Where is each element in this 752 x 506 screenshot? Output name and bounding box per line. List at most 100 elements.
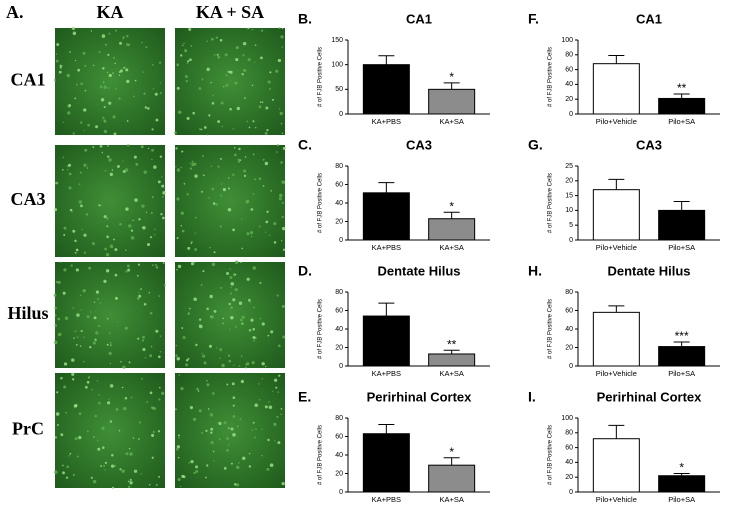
cell-dot: [190, 242, 193, 245]
cell-dot: [241, 73, 244, 76]
cell-dot: [281, 201, 284, 205]
cell-dot: [68, 454, 70, 457]
cell-dot: [142, 335, 145, 339]
cell-dot: [250, 318, 254, 322]
cell-dot: [56, 391, 59, 394]
cell-dot: [77, 68, 81, 72]
cell-dot: [62, 169, 64, 171]
bar: [428, 218, 476, 241]
cell-dot: [144, 106, 148, 109]
cell-dot: [261, 322, 265, 326]
cell-dot: [264, 405, 268, 409]
cell-dot: [93, 316, 97, 320]
cell-dot: [188, 27, 192, 31]
cell-dot: [268, 405, 273, 410]
cell-dot: [140, 145, 144, 149]
cell-dot: [98, 401, 101, 405]
y-tick-label: 60: [565, 444, 573, 451]
cell-dot: [254, 436, 256, 439]
cell-dot: [70, 264, 73, 267]
cell-dot: [261, 378, 264, 380]
cell-dot: [84, 148, 88, 152]
y-tick-label: 100: [561, 415, 573, 422]
cell-dot: [129, 452, 133, 456]
cell-dot: [205, 429, 208, 432]
cell-dot: [68, 50, 72, 54]
cell-dot: [159, 155, 163, 158]
cell-dot: [240, 355, 243, 358]
cell-dot: [209, 413, 214, 417]
chart-title: Perirhinal Cortex: [597, 389, 703, 404]
cell-dot: [248, 452, 251, 455]
cell-dot: [81, 228, 83, 231]
cell-dot: [95, 331, 99, 335]
cell-dot: [187, 312, 191, 315]
bar: [428, 464, 476, 493]
cell-dot: [108, 158, 112, 162]
cell-dot: [213, 310, 217, 313]
cell-dot: [158, 386, 161, 389]
cell-dot: [222, 188, 227, 192]
cell-dot: [261, 362, 265, 366]
cell-dot: [230, 315, 234, 320]
cell-dot: [108, 87, 110, 89]
cell-dot: [259, 281, 262, 284]
cell-dot: [109, 384, 114, 388]
cell-dot: [231, 382, 235, 386]
cell-dot: [122, 37, 124, 40]
cell-dot: [242, 54, 245, 57]
cell-dot: [162, 216, 165, 220]
cell-dot: [88, 266, 92, 270]
cell-dot: [246, 232, 250, 236]
cell-dot: [222, 322, 224, 325]
cell-dot: [130, 236, 135, 240]
cell-dot: [72, 132, 75, 135]
cell-dot: [190, 459, 194, 464]
y-tick-label: 0: [569, 237, 573, 244]
cell-dot: [281, 215, 284, 219]
cell-dot: [211, 392, 215, 395]
cell-dot: [54, 470, 58, 474]
cell-dot: [111, 453, 114, 457]
cell-dot: [210, 37, 214, 41]
chart-title: CA3: [636, 137, 662, 152]
cell-dot: [114, 248, 118, 252]
cell-dot: [189, 167, 193, 170]
cell-dot: [177, 264, 182, 269]
cell-dot: [103, 129, 108, 134]
cell-dot: [98, 204, 101, 207]
cell-dot: [122, 365, 126, 369]
cell-dot: [273, 422, 277, 427]
cell-dot: [151, 456, 154, 459]
cell-dot: [217, 55, 221, 59]
cell-dot: [281, 46, 283, 48]
cell-dot: [149, 311, 153, 315]
cell-dot: [211, 102, 215, 105]
cell-dot: [215, 36, 219, 39]
cell-dot: [186, 193, 189, 196]
chart-title: CA1: [636, 11, 662, 26]
cell-dot: [69, 452, 72, 455]
cell-dot: [216, 347, 218, 349]
cell-dot: [187, 60, 190, 63]
y-tick-label: 80: [565, 430, 573, 437]
cell-dot: [262, 185, 265, 187]
cell-dot: [184, 75, 188, 79]
cell-dot: [211, 187, 215, 191]
cell-dot: [248, 126, 251, 129]
y-tick-label: 60: [335, 307, 343, 314]
panel-label: H.: [528, 263, 542, 279]
cell-dot: [76, 336, 79, 338]
cell-dot: [187, 246, 191, 250]
cell-dot: [210, 165, 213, 168]
cell-dot: [153, 165, 157, 169]
cell-dot: [56, 424, 59, 426]
cell-dot: [100, 97, 105, 102]
cell-dot: [198, 87, 202, 90]
cell-dot: [138, 294, 142, 298]
y-tick-label: 80: [565, 52, 573, 59]
cell-dot: [80, 121, 83, 124]
y-tick-label: 80: [335, 415, 343, 422]
y-tick-label: 100: [331, 62, 343, 69]
cell-dot: [237, 425, 239, 427]
